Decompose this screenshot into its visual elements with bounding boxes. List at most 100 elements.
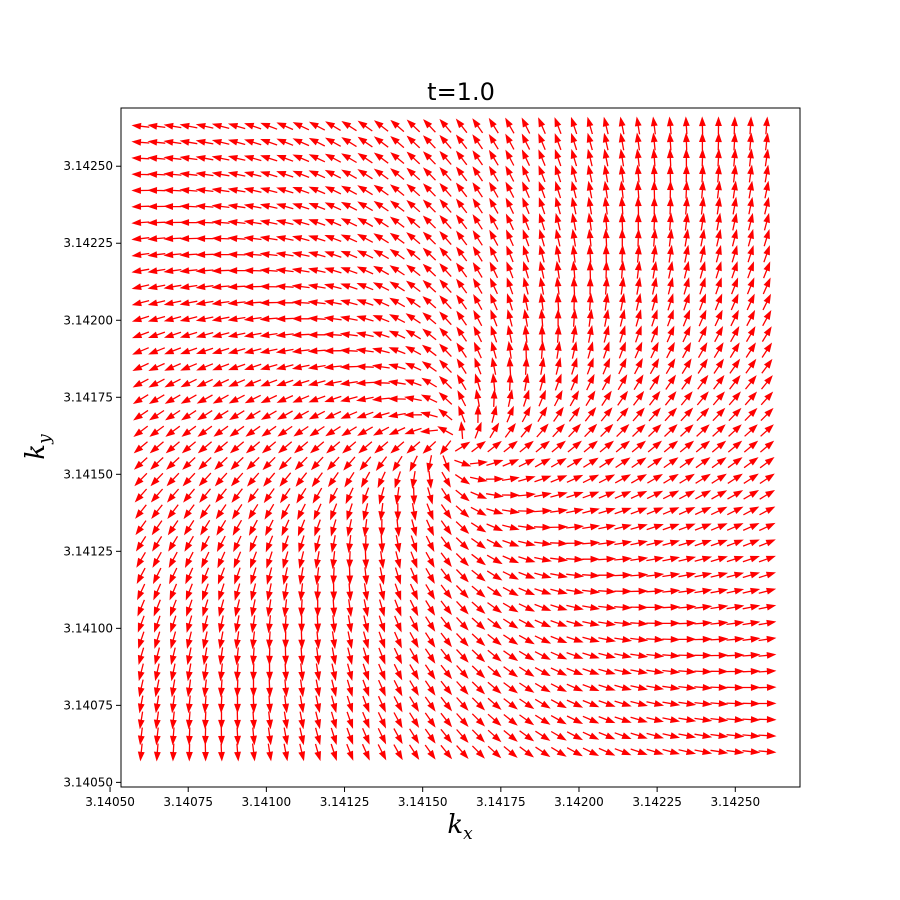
vector-arrow — [131, 235, 150, 243]
vector-arrow — [602, 292, 610, 311]
vector-arrow — [231, 488, 243, 503]
vector-arrow — [534, 619, 552, 628]
vector-arrow — [426, 471, 434, 489]
vector-arrow — [566, 555, 585, 563]
vector-arrow — [217, 695, 225, 714]
vector-arrow — [422, 231, 437, 245]
vector-arrow — [472, 230, 483, 246]
vector-arrow — [489, 261, 499, 279]
vector-arrow — [710, 555, 728, 563]
vector-arrow — [356, 315, 374, 322]
vector-arrow — [554, 133, 562, 151]
vector-arrow — [747, 116, 754, 135]
vector-arrow — [339, 363, 358, 371]
vector-arrow — [371, 395, 390, 403]
vector-arrow — [553, 406, 564, 422]
vector-arrow — [647, 440, 662, 453]
vector-arrow — [196, 394, 213, 404]
vector-arrow — [340, 299, 358, 306]
vector-arrow — [259, 283, 278, 291]
vector-arrow — [168, 551, 178, 569]
vector-arrow — [232, 519, 243, 536]
vector-arrow — [456, 697, 469, 711]
vector-arrow — [586, 180, 594, 199]
vector-arrow — [710, 603, 729, 611]
vector-arrow — [618, 276, 626, 295]
vector-arrow — [649, 358, 660, 375]
vector-arrow — [362, 695, 370, 713]
vector-arrow — [471, 441, 486, 453]
vector-arrow — [538, 356, 546, 375]
vector-arrow — [471, 649, 486, 663]
vector-arrow — [630, 507, 648, 515]
vector-arrow — [630, 748, 648, 755]
vector-arrow — [635, 309, 642, 327]
vector-arrow — [388, 347, 406, 355]
vector-arrow — [330, 711, 338, 730]
vector-arrow — [442, 455, 450, 473]
vector-arrow — [131, 299, 150, 307]
vector-arrow — [646, 507, 664, 515]
vector-arrow — [710, 716, 729, 723]
vector-arrow — [680, 407, 694, 422]
vector-arrow — [404, 362, 422, 371]
vector-arrow — [147, 267, 166, 275]
vector-arrow — [358, 441, 373, 454]
vector-arrow — [266, 551, 273, 569]
vector-arrow — [534, 682, 551, 693]
vector-arrow — [521, 149, 531, 166]
vector-arrow — [601, 374, 611, 391]
vector-arrow — [440, 728, 453, 744]
vector-arrow — [586, 357, 594, 375]
vector-arrow — [618, 228, 626, 247]
vector-arrow — [202, 631, 209, 650]
vector-arrow — [554, 260, 562, 279]
vector-arrow — [147, 299, 166, 307]
vector-arrow — [743, 440, 759, 453]
vector-arrow — [570, 324, 578, 343]
vector-arrow — [521, 406, 531, 423]
vector-arrow — [550, 458, 567, 468]
vector-arrow — [312, 487, 323, 504]
vector-arrow — [410, 567, 418, 585]
vector-arrow — [683, 277, 690, 295]
vector-arrow — [362, 503, 370, 521]
vector-arrow — [456, 616, 469, 631]
vector-arrow — [261, 425, 277, 437]
vector-arrow — [440, 664, 453, 680]
vector-arrow — [266, 647, 273, 666]
vector-arrow — [726, 732, 745, 739]
vector-arrow — [180, 378, 197, 388]
vector-arrow — [634, 325, 642, 343]
vector-arrow — [519, 682, 535, 693]
vector-arrow — [264, 503, 275, 520]
vector-arrow — [389, 200, 405, 212]
vector-arrow — [758, 555, 776, 563]
vector-arrow — [763, 229, 770, 247]
vector-arrow — [330, 743, 338, 762]
vector-arrow — [456, 230, 468, 246]
vector-arrow — [490, 357, 498, 375]
vector-arrow — [390, 119, 405, 133]
vector-arrow — [373, 168, 389, 180]
vector-arrow — [280, 503, 291, 520]
vector-arrow — [634, 260, 642, 279]
vector-arrow — [406, 199, 421, 213]
vector-arrow — [550, 635, 568, 644]
vector-arrow — [667, 277, 674, 295]
vector-arrow — [650, 212, 658, 231]
vector-arrow — [324, 186, 342, 195]
vector-arrow — [259, 315, 278, 323]
vector-arrow — [378, 583, 386, 601]
vector-arrow — [710, 748, 729, 756]
vector-arrow — [762, 293, 771, 311]
vector-arrow — [292, 379, 310, 387]
vector-arrow — [600, 423, 614, 438]
vector-arrow — [163, 138, 182, 146]
vector-arrow — [346, 583, 354, 602]
vector-arrow — [617, 390, 629, 406]
vector-arrow — [726, 523, 744, 531]
vector-arrow — [340, 395, 358, 403]
vector-arrow — [486, 538, 503, 548]
vector-arrow — [630, 700, 648, 707]
